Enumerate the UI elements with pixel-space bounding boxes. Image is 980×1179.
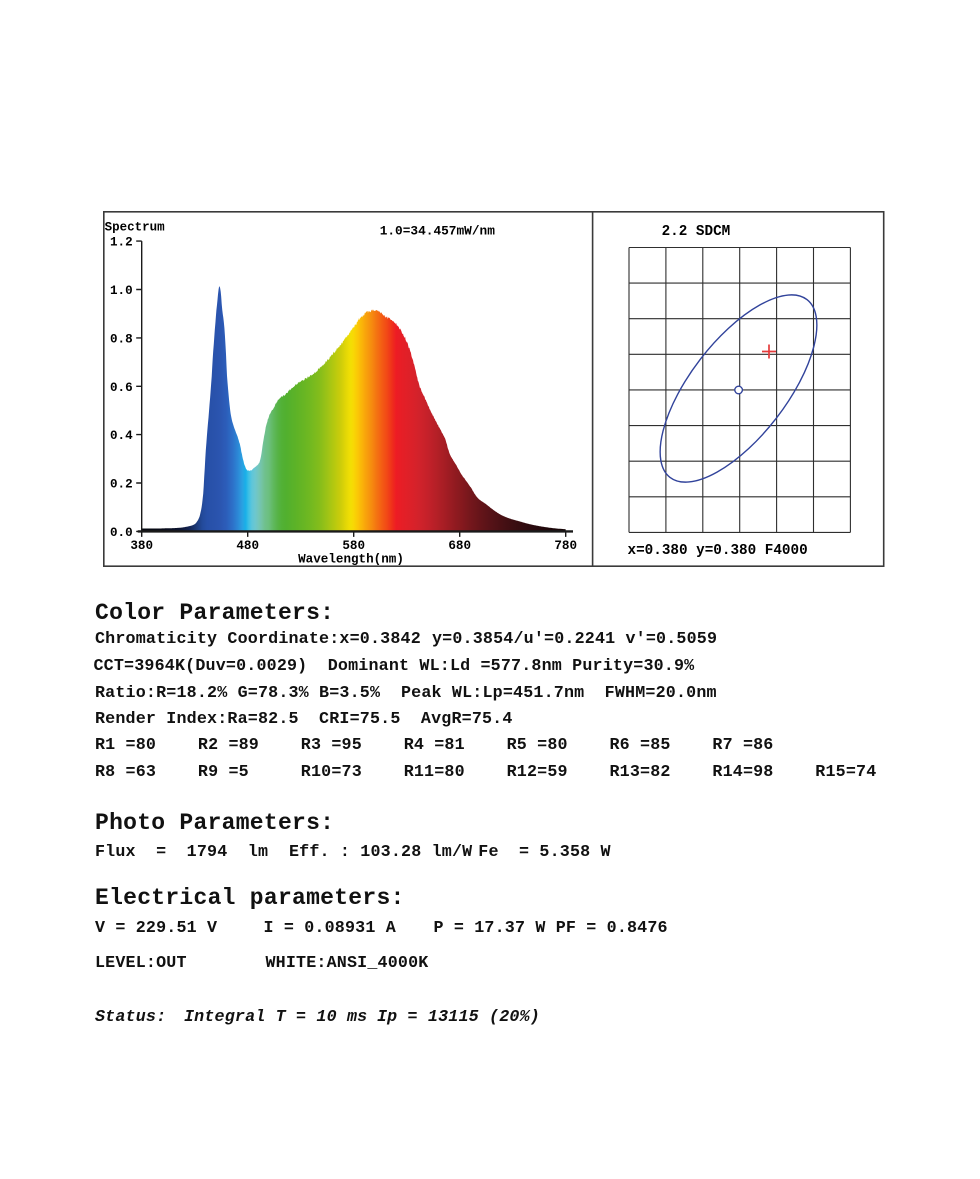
svg-text:480: 480 xyxy=(236,539,259,553)
svg-text:Wavelength(nm): Wavelength(nm) xyxy=(298,553,404,567)
svg-text:680: 680 xyxy=(448,539,471,553)
svg-text:780: 780 xyxy=(554,539,577,553)
svg-text:0.4: 0.4 xyxy=(110,429,133,443)
svg-text:580: 580 xyxy=(342,539,365,553)
svg-text:0.2: 0.2 xyxy=(110,478,133,492)
svg-text:0.8: 0.8 xyxy=(110,332,133,346)
svg-text:1.0: 1.0 xyxy=(110,284,133,298)
svg-text:2.2 SDCM: 2.2 SDCM xyxy=(662,224,731,240)
svg-text:1.0=34.457mW/nm: 1.0=34.457mW/nm xyxy=(380,223,496,238)
svg-text:0.6: 0.6 xyxy=(110,381,133,395)
svg-text:380: 380 xyxy=(130,539,153,553)
svg-text:x=0.380 y=0.380 F4000: x=0.380 y=0.380 F4000 xyxy=(628,543,808,559)
svg-text:Spectrum: Spectrum xyxy=(105,220,166,234)
svg-text:1.2: 1.2 xyxy=(110,236,133,250)
svg-text:0.0: 0.0 xyxy=(110,526,133,540)
